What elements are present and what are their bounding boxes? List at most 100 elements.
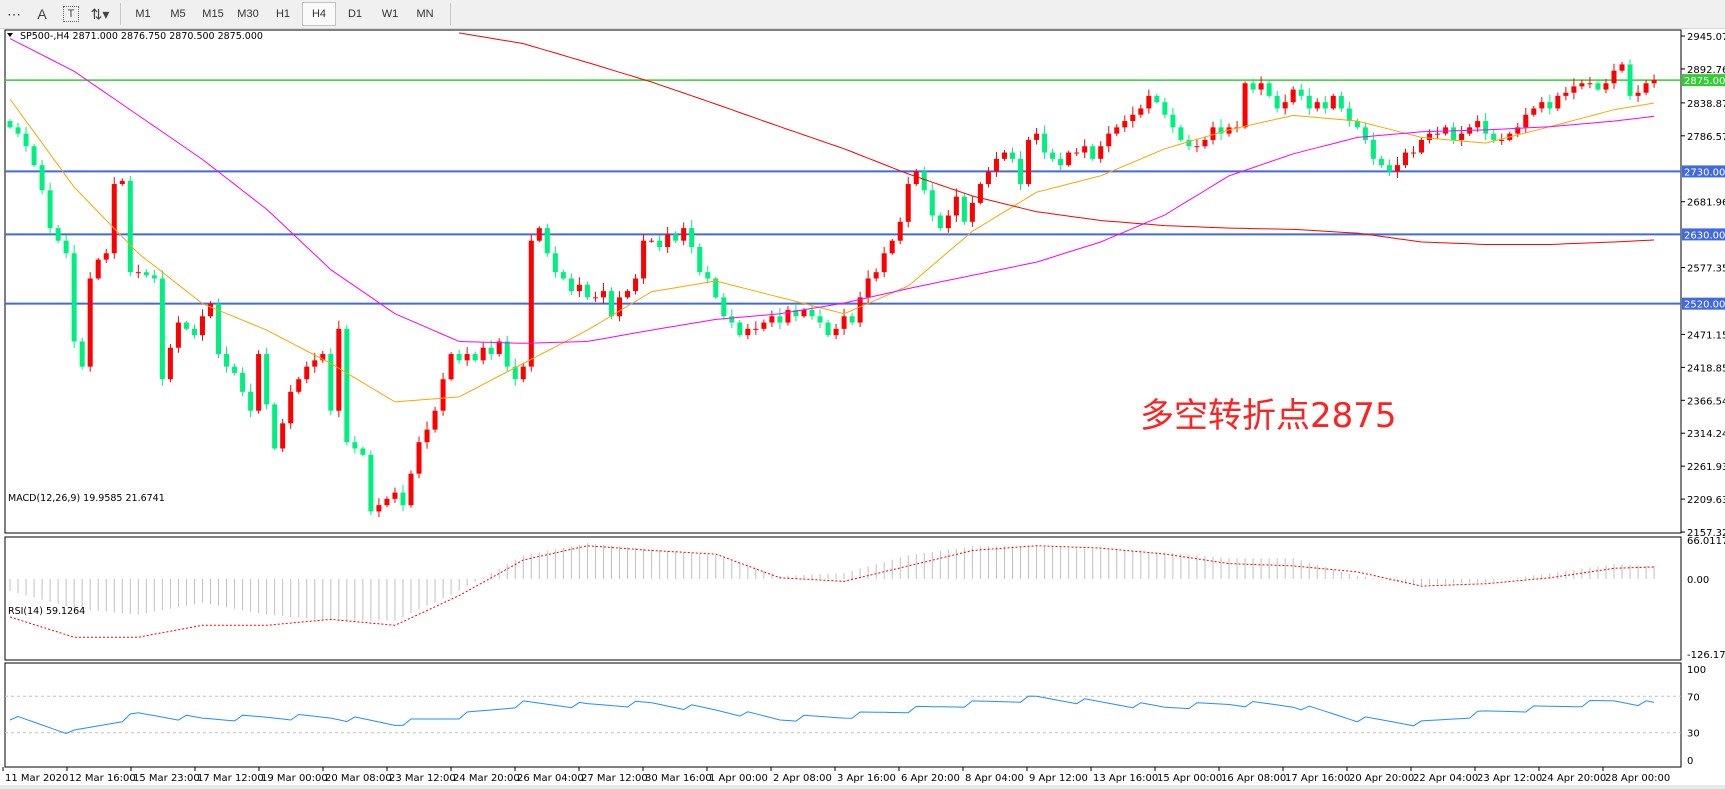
candle-bearish: [127, 180, 133, 273]
candle-bullish: [408, 473, 414, 506]
chart-annotation: 多空转折点2875: [1140, 396, 1397, 436]
candle-bullish: [1571, 86, 1577, 93]
macd-signal-line: [9, 545, 1655, 638]
timeframe-m30[interactable]: M30: [237, 8, 259, 20]
rsi-axis-label: 70: [1687, 692, 1700, 703]
timeframe-h4[interactable]: H4: [302, 2, 336, 26]
pane-frame: [4, 29, 1682, 534]
candle-bearish: [1018, 158, 1024, 185]
candle-bearish: [456, 354, 462, 361]
time-axis-label: 20 Apr 20:00: [1349, 773, 1414, 784]
candle-bullish: [167, 347, 173, 380]
time-axis-label: 27 Mar 12:00: [581, 773, 648, 784]
candle-bullish: [1427, 133, 1433, 140]
symbol-info: SP500-,H4 2871.000 2876.750 2870.500 287…: [20, 31, 263, 42]
timeframe-d1[interactable]: D1: [347, 8, 363, 20]
rsi-pane: 100 70 30 0: [4, 662, 1706, 768]
toolbar: ⋯ A T ⇅▾ M1 M5 M15 M30 H1 H4 D1 W1 MN: [0, 0, 1725, 29]
candle-bullish: [1194, 146, 1200, 148]
candle-bullish: [320, 354, 326, 361]
candle-bearish: [560, 272, 566, 279]
candle-bullish: [1290, 89, 1296, 103]
candle-bearish: [1090, 146, 1096, 159]
candle-bullish: [416, 442, 422, 474]
candle-bullish: [1098, 146, 1104, 159]
candle-bullish: [1539, 102, 1545, 109]
price-label-box: [1682, 297, 1725, 310]
time-axis-label: 24 Mar 20:00: [453, 773, 520, 784]
candle-bullish: [576, 284, 582, 292]
candle-bearish: [264, 354, 270, 405]
timeframe-w1[interactable]: W1: [381, 8, 399, 20]
candle-bearish: [1378, 158, 1384, 166]
candle-bullish: [1282, 102, 1288, 109]
candle-bullish: [448, 354, 454, 380]
candle-bullish: [1130, 114, 1136, 122]
candle-bullish: [1579, 83, 1585, 87]
candle-bullish: [111, 184, 117, 254]
main-pane: 2875.000 2730.000 2630.000 2520.000 2945.070…: [4, 29, 1725, 539]
candle-bullish: [1635, 92, 1641, 96]
timeframe-m5[interactable]: M5: [170, 8, 186, 20]
candle-bullish: [1563, 92, 1569, 96]
timeframe-m1[interactable]: M1: [135, 8, 151, 20]
text-icon[interactable]: A: [37, 6, 47, 22]
candle-bearish: [737, 322, 743, 336]
candle-bearish: [1266, 83, 1272, 96]
candle-bearish: [1250, 83, 1256, 90]
candle-bullish: [392, 492, 398, 499]
time-axis-label: 23 Mar 12:00: [389, 773, 456, 784]
candle-bullish: [376, 505, 382, 512]
candle-bearish: [1298, 89, 1304, 96]
candle-bearish: [159, 278, 165, 380]
time-axis-label: 3 Apr 16:00: [837, 773, 896, 784]
candle-bullish: [1419, 139, 1425, 153]
candle-bullish: [592, 297, 598, 299]
candle-bullish: [1074, 152, 1080, 154]
candle-bearish: [232, 366, 238, 373]
candle-bearish: [937, 215, 943, 229]
price-axis-label: 2681.960: [1687, 198, 1725, 209]
text-label-icon[interactable]: T: [63, 6, 79, 22]
arrows-dropdown-icon[interactable]: ⇅▾: [90, 5, 110, 22]
candle-bullish: [1611, 70, 1617, 84]
candle-bearish: [7, 121, 13, 128]
candle-bullish: [256, 354, 262, 411]
candle-bullish: [528, 240, 534, 367]
time-axis-label: 2 Apr 08:00: [773, 773, 832, 784]
candle-bearish: [849, 316, 855, 323]
candle-bearish: [143, 272, 149, 276]
price-axis-label: 2314.240: [1687, 429, 1725, 440]
candle-bullish: [464, 354, 470, 361]
collapse-triangle-icon[interactable]: [7, 33, 13, 37]
timeframe-mn[interactable]: MN: [416, 8, 434, 20]
price-axis-label: 2945.070: [1687, 32, 1725, 43]
candle-bullish: [432, 410, 438, 430]
candle-bullish: [1082, 146, 1088, 153]
candle-bearish: [1178, 127, 1184, 140]
period-separator-icon[interactable]: ⋯: [7, 5, 21, 22]
candle-bearish: [352, 442, 358, 449]
candle-bullish: [889, 240, 895, 254]
time-axis-label: 1 Apr 00:00: [709, 773, 768, 784]
candle-bullish: [1603, 83, 1609, 90]
price-chart[interactable]: 2875.000 2730.000 2630.000 2520.000 2945.070…: [0, 28, 1725, 789]
candle-bearish: [151, 275, 157, 279]
candle-bearish: [657, 240, 663, 247]
timeframe-h1[interactable]: H1: [275, 8, 291, 20]
candle-bullish: [857, 297, 863, 323]
candle-bearish: [1218, 127, 1224, 134]
candle-bullish: [135, 272, 141, 274]
candle-bullish: [633, 278, 639, 292]
candle-bearish: [1274, 95, 1280, 109]
macd-axis-label: 66.0117: [1687, 536, 1725, 547]
candle-bullish: [945, 215, 951, 229]
candle-bearish: [47, 190, 53, 229]
candle-bearish: [689, 228, 695, 247]
candle-bullish: [905, 184, 911, 222]
candle-bullish: [1402, 152, 1408, 166]
candle-bearish: [360, 448, 366, 455]
candle-bullish: [1443, 127, 1449, 134]
timeframe-m15[interactable]: M15: [202, 8, 224, 20]
